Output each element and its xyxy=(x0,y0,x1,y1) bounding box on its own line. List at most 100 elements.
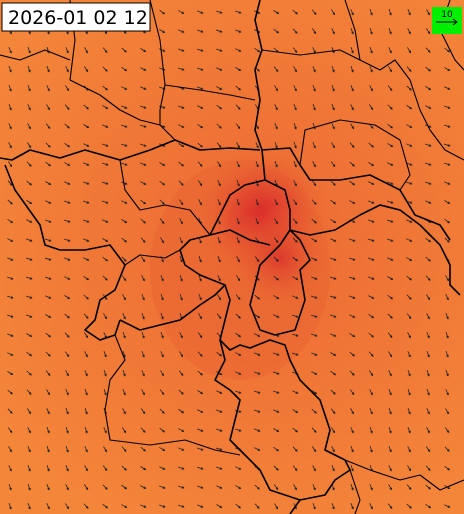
wind-arrow xyxy=(311,9,317,15)
wind-arrow xyxy=(83,181,90,185)
wind-arrow xyxy=(254,447,261,451)
wind-arrow xyxy=(140,48,147,53)
wind-arrow xyxy=(330,370,337,376)
wind-arrow xyxy=(121,47,127,53)
wind-arrow xyxy=(102,143,109,147)
wind-arrow xyxy=(179,237,183,244)
wind-arrow xyxy=(292,390,299,394)
wind-arrow xyxy=(388,66,392,73)
wind-arrow xyxy=(83,162,90,166)
wind-arrow xyxy=(236,237,240,244)
wind-arrow xyxy=(235,371,242,375)
wind-arrow xyxy=(330,408,336,414)
wind-arrow xyxy=(216,10,223,14)
wind-arrow xyxy=(7,371,14,376)
wind-arrow xyxy=(425,446,431,453)
wind-arrow xyxy=(65,484,69,491)
wind-arrow xyxy=(26,219,33,223)
wind-arrow xyxy=(350,123,355,130)
wind-arrow xyxy=(426,294,431,301)
wind-arrow xyxy=(8,484,12,491)
wind-arrow xyxy=(178,408,185,414)
wind-arrow xyxy=(140,218,146,224)
wind-arrow xyxy=(369,370,374,377)
wind-arrow xyxy=(197,332,203,339)
wind-arrow xyxy=(312,484,316,491)
wind-arrow xyxy=(292,446,298,452)
wind-arrow xyxy=(293,66,297,73)
wind-arrow xyxy=(178,29,185,33)
wind-arrow xyxy=(198,275,202,282)
wind-arrow xyxy=(7,408,13,414)
wind-arrow xyxy=(426,313,430,320)
wind-arrow xyxy=(7,238,14,242)
wind-arrow xyxy=(160,351,164,358)
wind-arrow xyxy=(216,351,222,357)
border xyxy=(261,49,361,61)
wind-arrow xyxy=(140,408,146,415)
wind-arrow xyxy=(159,504,166,508)
wind-arrow xyxy=(121,275,127,282)
wind-arrow xyxy=(141,332,145,339)
wind-arrow xyxy=(407,465,411,472)
wind-arrow xyxy=(103,446,107,453)
wind-arrow xyxy=(426,351,430,358)
wind-arrow xyxy=(254,409,261,413)
wind-arrow xyxy=(235,123,241,130)
wind-arrow xyxy=(368,276,375,280)
wind-arrow xyxy=(425,105,432,109)
wind-arrow xyxy=(350,408,354,415)
wind-legend-arrow xyxy=(436,18,458,26)
wind-arrow xyxy=(254,371,261,375)
wind-arrow xyxy=(7,180,13,186)
wind-arrow xyxy=(254,503,260,509)
wind-arrow xyxy=(235,29,242,33)
wind-arrow xyxy=(274,161,278,168)
wind-arrow xyxy=(368,313,375,319)
wind-arrow xyxy=(444,446,450,452)
wind-arrow xyxy=(8,465,12,472)
wind-arrow xyxy=(235,390,242,394)
wind-arrow xyxy=(197,409,204,413)
wind-arrow xyxy=(216,485,223,489)
wind-arrow xyxy=(406,85,412,91)
wind-arrow xyxy=(312,28,317,35)
wind-arrow xyxy=(178,10,185,14)
wind-arrow xyxy=(45,123,51,130)
wind-arrow xyxy=(197,428,204,432)
wind-arrow xyxy=(8,161,13,168)
wind-arrow xyxy=(83,313,89,319)
wind-arrow xyxy=(27,123,31,130)
wind-arrow xyxy=(387,219,394,223)
wind-arrow xyxy=(217,237,221,244)
wind-arrow xyxy=(27,503,31,510)
wind-arrow xyxy=(65,85,70,92)
wind-arrow xyxy=(159,180,166,186)
wind-arrow xyxy=(160,275,164,282)
wind-arrow xyxy=(349,180,356,186)
wind-arrow xyxy=(331,142,335,149)
wind-arrow xyxy=(197,466,204,470)
wind-arrow xyxy=(292,409,299,414)
wind-arrow xyxy=(349,161,355,167)
wind-arrow xyxy=(141,256,146,263)
wind-arrow xyxy=(102,47,108,54)
wind-arrow xyxy=(178,199,184,206)
wind-arrow xyxy=(122,370,126,377)
border xyxy=(344,0,464,161)
wind-arrow xyxy=(292,427,298,433)
wind-arrow xyxy=(197,390,204,395)
wind-arrow xyxy=(103,427,107,434)
wind-arrow xyxy=(46,85,50,92)
border xyxy=(149,0,256,101)
wind-arrow xyxy=(235,48,242,52)
wind-arrow xyxy=(102,256,109,262)
wind-arrow xyxy=(406,181,413,185)
wind-arrow xyxy=(121,465,127,471)
wind-arrow xyxy=(27,104,31,111)
wind-arrow xyxy=(274,142,278,149)
wind-arrow xyxy=(331,446,335,453)
wind-arrow xyxy=(121,446,127,452)
wind-arrow xyxy=(388,484,392,491)
wind-arrow xyxy=(369,503,373,510)
